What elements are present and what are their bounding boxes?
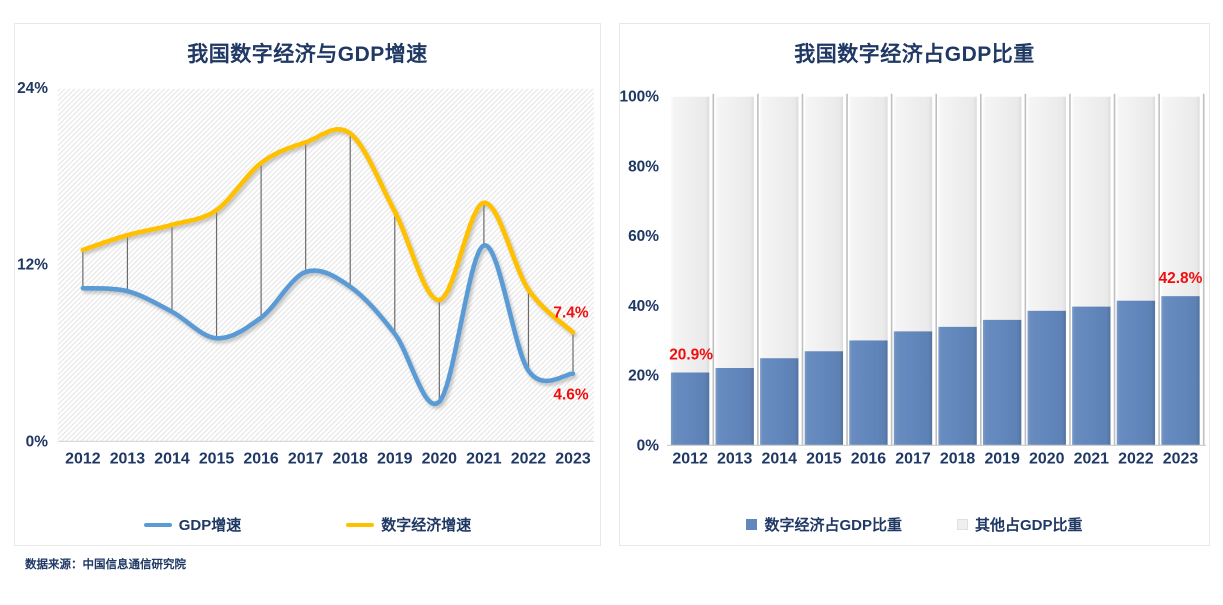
year-label: 2013: [110, 450, 146, 467]
stacked-bars: [670, 93, 1205, 446]
gdp-growth-line: [80, 243, 576, 407]
y-tick-label: 20%: [628, 368, 659, 385]
year-label: 2016: [851, 450, 887, 467]
x-axis-year-labels: 2012 2013 2014 2015 2016 2017 2018 2019 2020 2021…: [672, 450, 1198, 467]
year-label: 2012: [65, 450, 101, 467]
digital-growth-line-swatch: [346, 522, 375, 527]
year-label: 2017: [288, 450, 324, 467]
digital-share-bar-segment: [893, 331, 933, 446]
digital-share-bar-segment: [1116, 300, 1156, 446]
year-label: 2018: [333, 450, 369, 467]
legend-item-other-share: 其他占GDP比重: [957, 514, 1083, 535]
year-label: 2019: [377, 450, 413, 467]
source-note: 数据来源：中国信息通信研究院: [25, 559, 186, 571]
gdp-growth-line-swatch: [143, 522, 172, 527]
y-tick-label: 40%: [628, 298, 659, 315]
line-chart-legend: GDP增速 数字经济增速: [15, 514, 600, 535]
bar-chart-plot: 100%80%60%40%20%0%2012 2013 2014 2015 2016 20…: [620, 89, 1206, 467]
year-label: 2015: [199, 450, 235, 467]
legend-label-digital-share: 数字经济占GDP比重: [764, 517, 902, 534]
digital-share-bar-segment: [804, 351, 844, 446]
digital-share-bar-segment: [1161, 296, 1200, 446]
digital-share-bar-segment: [715, 367, 754, 446]
legend-label-other-share: 其他占GDP比重: [975, 517, 1083, 534]
other-share-bar-segment: [670, 96, 710, 373]
other-share-swatch: [957, 519, 968, 530]
year-connector-lines: [82, 133, 574, 402]
y-axis-tick-labels: 24% 12% 0%: [17, 80, 48, 451]
y-tick-label: 0%: [637, 437, 660, 454]
digital-share-bar-segment: [982, 319, 1022, 446]
bar-chart-title: 我国数字经济占GDP比重: [794, 43, 1035, 66]
legend-item-gdp-growth: GDP增速: [143, 514, 242, 535]
digital-share-bar-segment: [938, 326, 977, 446]
y-axis-tick-labels: 100% 80% 60% 40% 20% 0%: [620, 89, 659, 455]
annotation-42.8%: 42.8%: [1159, 270, 1203, 287]
y-tick-label: 24%: [17, 80, 48, 97]
year-label: 2014: [762, 450, 798, 467]
other-share-bar-segment: [760, 96, 799, 359]
bar-chart-panel: 100% 80% 60% 40% 20% 0% 2012 2013 2014 2015 2016 20…: [619, 23, 1210, 546]
year-label: 2016: [243, 450, 279, 467]
other-share-bar-segment: [1072, 96, 1111, 307]
year-label: 2012: [672, 450, 708, 467]
annotation-4.6%: 4.6%: [553, 387, 588, 404]
other-share-bar-segment: [893, 96, 933, 332]
year-label: 2021: [466, 450, 502, 467]
legend-label-digital-growth: 数字经济增速: [381, 517, 472, 534]
year-label: 2023: [555, 450, 591, 467]
legend-label-gdp-growth: GDP增速: [178, 517, 242, 534]
legend-item-digital-growth: 数字经济增速: [346, 514, 471, 535]
x-axis-year-labels: 2012 2013 2014 2015 2016 2017 2018 2019 2020 2021…: [65, 450, 591, 467]
line-chart-plot: 24% 12% 0% 2012 2013 2014 2015 2016 2017 2018 2019…: [17, 80, 594, 467]
y-tick-label: 12%: [17, 257, 48, 274]
year-label: 2020: [1029, 450, 1065, 467]
year-label: 2020: [422, 450, 458, 467]
year-label: 2022: [511, 450, 547, 467]
digital-share-bar-segment: [760, 358, 799, 446]
legend-item-digital-share: 数字经济占GDP比重: [746, 514, 902, 535]
other-share-bar-segment: [1027, 96, 1066, 311]
year-label: 2017: [895, 450, 931, 467]
y-tick-label: 60%: [628, 228, 659, 245]
year-label: 2023: [1163, 450, 1199, 467]
digital-share-bar-segment: [1072, 306, 1111, 446]
hatched-plot-background: [57, 88, 594, 442]
year-label: 2014: [154, 450, 190, 467]
other-share-bar-segment: [849, 96, 888, 341]
y-tick-label: 0%: [26, 433, 49, 450]
other-share-bar-segment: [804, 96, 844, 352]
other-share-bar-segment: [715, 96, 754, 368]
y-tick-label: 80%: [628, 158, 659, 175]
year-label: 2013: [717, 450, 753, 467]
digital-share-bar-segment: [1027, 310, 1066, 446]
digital-growth-line: [80, 127, 576, 335]
digital-share-bar-segment: [849, 340, 888, 446]
other-share-bar-segment: [938, 96, 977, 327]
other-share-bar-segment: [1161, 96, 1200, 297]
line-chart-title: 我国数字经济与GDP增速: [187, 43, 428, 66]
bar-chart-legend: 数字经济占GDP比重 其他占GDP比重: [620, 514, 1209, 535]
year-label: 2021: [1074, 450, 1110, 467]
year-label: 2018: [940, 450, 976, 467]
annotation-7.4%: 7.4%: [553, 304, 588, 321]
digital-share-bar-segment: [670, 372, 710, 446]
other-share-bar-segment: [982, 96, 1022, 320]
other-share-bar-segment: [1116, 96, 1156, 301]
year-label: 2022: [1118, 450, 1154, 467]
year-label: 2019: [984, 450, 1020, 467]
annotation-20.9%: 20.9%: [669, 347, 713, 364]
year-label: 2015: [806, 450, 842, 467]
digital-share-swatch: [746, 519, 758, 530]
line-chart-panel: 24% 12% 0% 2012 2013 2014 2015 2016 2017 2018 2019…: [14, 23, 601, 546]
y-tick-label: 100%: [620, 89, 659, 106]
